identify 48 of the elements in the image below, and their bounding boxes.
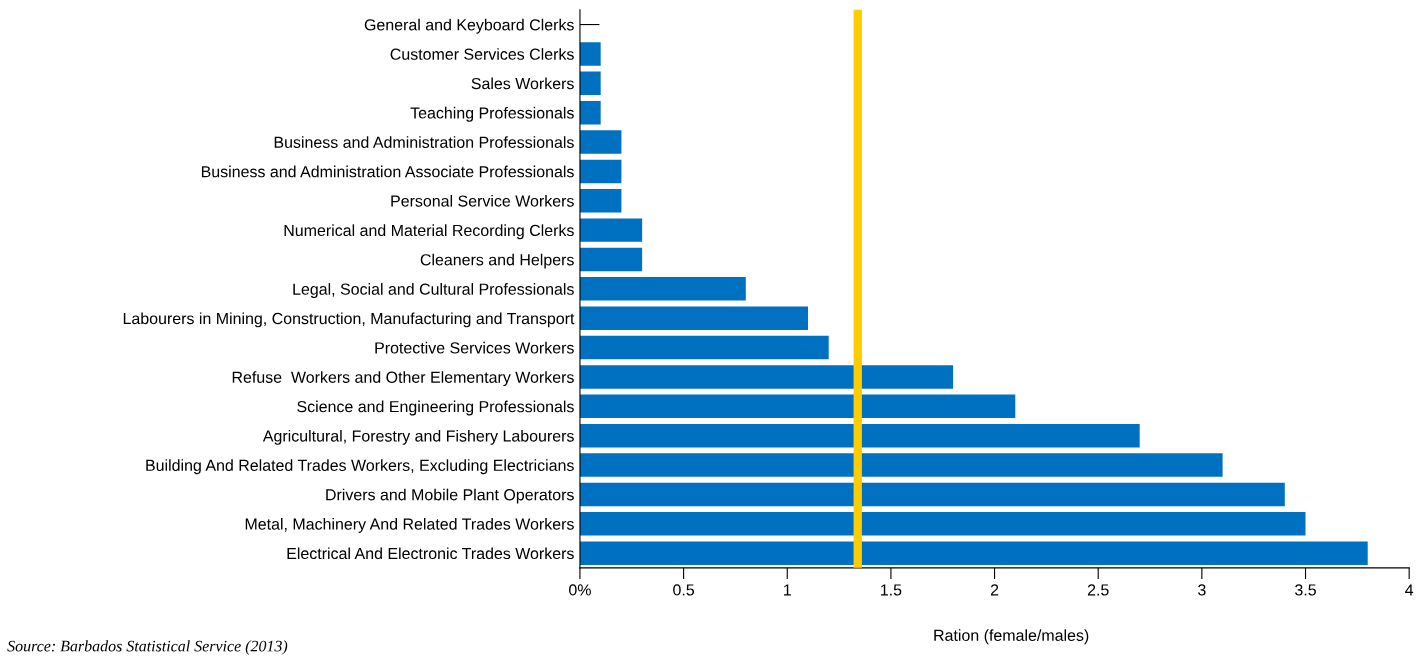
bar <box>579 453 1223 477</box>
x-tick-label: 4 <box>1405 584 1414 596</box>
bar <box>579 100 601 125</box>
y-tick-label: Science and Engineering Professionals <box>297 400 574 416</box>
y-tick-label: Cleaners and Helpers <box>420 253 574 269</box>
bar <box>579 218 643 242</box>
y-tick-label: Legal, Social and Cultural Professionals <box>293 283 574 298</box>
y-tick-label: Teaching Professionals <box>410 106 574 122</box>
bar <box>579 277 746 301</box>
y-tick-label: Numerical and Material Recording Clerks <box>284 224 574 240</box>
y-tick-label: General and Keyboard Clerks <box>364 18 574 34</box>
bar <box>579 130 622 154</box>
y-tick-label: Personal Service Workers <box>391 194 574 207</box>
y-tick-label: Labourers in Mining, Construction, Manufacturing and Transport <box>123 312 575 328</box>
bar <box>579 423 1140 448</box>
bar <box>579 482 1285 507</box>
x-tick-label: 1 <box>784 584 791 596</box>
y-tick-label: Electrical And Electronic Trades Workers <box>287 547 574 560</box>
y-tick-label: Refuse Workers and Other Elementary Workers <box>232 371 574 387</box>
bar <box>579 365 954 389</box>
bar <box>579 512 1306 536</box>
x-tick-label: 3.5 <box>1295 584 1316 596</box>
bar <box>579 394 1016 419</box>
x-tick-label: 0% <box>569 584 591 596</box>
y-tick-label: Agricultural, Forestry and Fishery Labourers <box>262 429 574 445</box>
bar <box>579 42 601 66</box>
bar <box>579 159 622 184</box>
x-tick-label: 2 <box>990 584 999 596</box>
y-tick-label: Customer Services Clerks <box>390 48 574 60</box>
bar <box>579 189 622 213</box>
y-tick-label: Building And Related Trades Workers, Excluding Electricians <box>146 459 574 475</box>
y-tick-label: Protective Services Workers <box>375 341 574 354</box>
x-tick-label: 2.5 <box>1087 584 1109 596</box>
source-note: Source: Barbados Statistical Service (2013) <box>7 640 288 655</box>
y-tick-label: Metal, Machinery And Related Trades Workers <box>245 518 574 533</box>
x-axis-title: Ration (female/males) <box>934 629 1089 645</box>
x-tick-label: 3 <box>1198 584 1206 596</box>
y-tick-label: Drivers and Mobile Plant Operators <box>326 488 574 504</box>
x-tick-label: 0.5 <box>673 584 695 596</box>
bar <box>579 541 1368 565</box>
bar <box>579 335 829 360</box>
y-tick-label: Business and Administration Professionals <box>274 136 574 148</box>
bar <box>579 71 601 96</box>
bar <box>579 306 808 330</box>
y-tick-label: Business and Administration Associate Professionals <box>201 165 574 178</box>
y-tick-label: Sales Workers <box>471 77 574 90</box>
bar <box>579 247 643 272</box>
x-tick-label: 1.5 <box>881 584 902 596</box>
